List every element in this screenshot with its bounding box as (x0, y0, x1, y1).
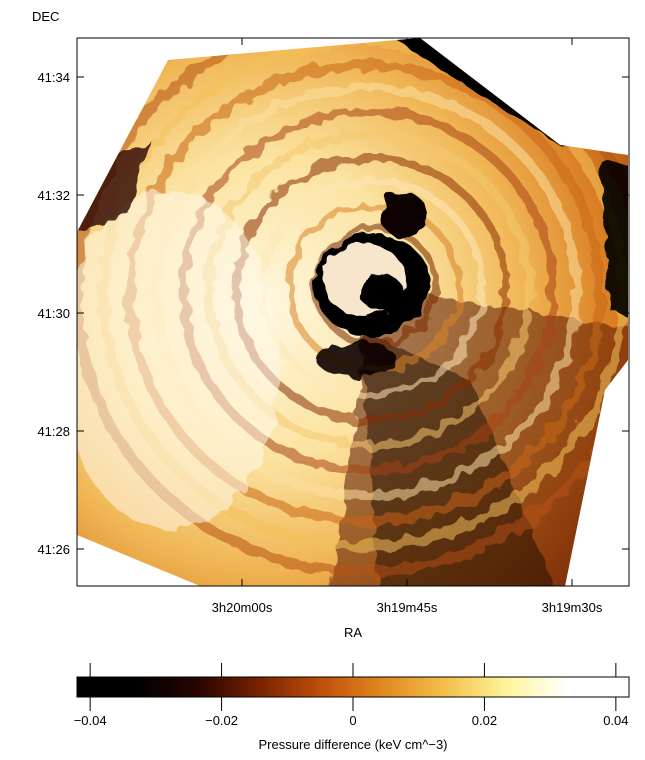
y-tick-label: 41:30 (37, 306, 70, 321)
cavity-north (380, 193, 428, 237)
colorbar-tick-label: −0.04 (74, 713, 107, 728)
y-tick-label: 41:28 (37, 424, 70, 439)
x-tick-label: 3h19m30s (542, 600, 603, 615)
x-tick-label: 3h19m45s (377, 600, 438, 615)
y-tick-label: 41:26 (37, 542, 70, 557)
y-tick-label: 41:32 (37, 188, 70, 203)
colorbar-tick-label: 0 (349, 713, 356, 728)
pressure-band (77, 38, 628, 577)
bright-region (77, 190, 280, 530)
colorbar-tick-label: 0.02 (472, 713, 497, 728)
x-axis-label: RA (344, 625, 362, 640)
pressure-structure (77, 38, 628, 586)
cavity-south (317, 342, 397, 378)
colorbar-tick-label: −0.02 (205, 713, 238, 728)
pressure-map (77, 38, 628, 586)
y-ticks: 41:34 41:32 41:30 41:28 41:26 (37, 70, 629, 557)
colorbar-label: Pressure difference (keV cm^−3) (258, 737, 447, 752)
y-axis-label: DEC (32, 9, 59, 24)
edge-dark-e (600, 160, 628, 320)
plot-frame (76, 37, 630, 587)
colorbar-ticks: −0.04 −0.02 0 0.02 0.04 (74, 663, 629, 728)
x-ticks: 3h20m00s 3h19m45s 3h19m30s (212, 38, 603, 615)
core-cavity (360, 275, 404, 311)
x-tick-label: 3h20m00s (212, 600, 273, 615)
colorbar-tick-label: 0.04 (603, 713, 628, 728)
colorbar (76, 676, 630, 698)
y-tick-label: 41:34 (37, 70, 70, 85)
